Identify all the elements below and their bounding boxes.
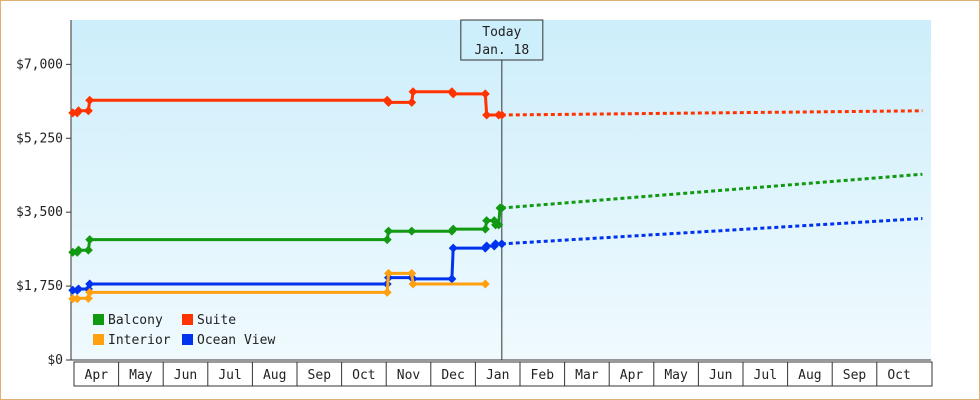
data-point-ocean-view: [74, 284, 84, 294]
month-label: Oct: [887, 368, 910, 383]
month-strip: [73, 361, 933, 387]
data-point-suite: [480, 89, 490, 99]
forecast-line-balcony: [501, 172, 923, 210]
month-label: Jun: [174, 368, 197, 383]
data-point-suite: [85, 95, 95, 105]
month-label: May: [129, 368, 153, 383]
data-point-suite: [497, 110, 507, 120]
month-label: Sep: [308, 368, 332, 383]
data-point-balcony: [407, 226, 417, 236]
month-label: Feb: [531, 368, 555, 383]
data-point-suite: [83, 106, 93, 116]
legend-label-ocean-view: Ocean View: [197, 333, 275, 348]
data-point-balcony: [482, 216, 492, 226]
month-label: Sep: [843, 368, 867, 383]
data-point-ocean-view: [447, 274, 457, 284]
data-point-suite: [407, 97, 417, 107]
data-point-balcony: [384, 226, 394, 236]
month-label: Mar: [575, 368, 599, 383]
legend-swatch-ocean-view: [182, 334, 193, 345]
forecast-line-ocean-view: [501, 217, 923, 246]
data-point-balcony: [448, 224, 458, 234]
y-tick-label: $1,750: [16, 279, 63, 294]
data-point-suite: [448, 89, 458, 99]
legend: Balcony Suite Interior Ocean View: [93, 313, 275, 348]
month-label: Jan: [486, 368, 509, 383]
data-point-balcony: [480, 224, 490, 234]
month-label: Nov: [397, 368, 421, 383]
y-tick-label: $3,500: [16, 205, 63, 220]
y-tick-label: $0: [47, 353, 63, 368]
legend-label-balcony: Balcony: [108, 313, 163, 328]
legend-swatch-interior: [93, 334, 104, 345]
data-point-ocean-view: [497, 239, 507, 249]
y-tick-label: $5,250: [16, 131, 63, 146]
data-point-ocean-view: [448, 243, 458, 253]
data-point-balcony: [83, 245, 93, 255]
month-label: May: [664, 368, 688, 383]
legend-swatch-suite: [182, 314, 193, 325]
data-point-balcony: [497, 203, 507, 213]
month-label: Dec: [441, 368, 464, 383]
x-axis: Apr May Jun Jul Aug Sep Oct Nov Dec Jan Feb Mar Apr M…: [71, 359, 933, 387]
data-point-interior: [382, 287, 392, 297]
data-point-balcony: [74, 245, 84, 255]
y-tick-label: $7,000: [16, 57, 63, 72]
month-label: Jun: [709, 368, 732, 383]
data-point-interior: [72, 294, 82, 304]
month-label: Apr: [85, 368, 109, 383]
data-point-balcony: [494, 220, 504, 230]
series-layer: [68, 87, 923, 304]
data-point-ocean-view: [85, 279, 95, 289]
data-point-interior: [407, 268, 417, 278]
today-box: [460, 19, 544, 61]
data-point-interior: [384, 268, 394, 278]
data-point-balcony: [85, 235, 95, 245]
data-point-suite: [74, 106, 84, 116]
month-label: Jul: [218, 368, 241, 383]
data-point-suite: [384, 97, 394, 107]
data-point-suite: [408, 87, 418, 97]
y-axis: $7,000 $5,250 $3,500 $1,750 $0: [16, 20, 72, 368]
today-date: Jan. 18: [474, 43, 529, 58]
month-label: Oct: [352, 368, 375, 383]
data-point-interior: [83, 293, 93, 303]
today-marker: Today Jan. 18: [460, 19, 544, 360]
data-point-interior: [480, 279, 490, 289]
month-label: Apr: [620, 368, 644, 383]
legend-label-interior: Interior: [108, 333, 171, 348]
data-point-balcony: [382, 235, 392, 245]
legend-swatch-balcony: [93, 314, 104, 325]
month-label: Jul: [754, 368, 777, 383]
month-label: Aug: [263, 368, 286, 383]
forecast-line-suite: [501, 109, 923, 117]
month-label: Aug: [798, 368, 821, 383]
data-point-interior: [85, 287, 95, 297]
plot-area: [71, 20, 931, 360]
data-point-interior: [408, 279, 418, 289]
today-label: Today: [482, 25, 521, 40]
data-point-ocean-view: [482, 241, 492, 251]
legend-label-suite: Suite: [197, 313, 236, 328]
data-point-suite: [482, 110, 492, 120]
data-point-ocean-view: [491, 239, 501, 249]
